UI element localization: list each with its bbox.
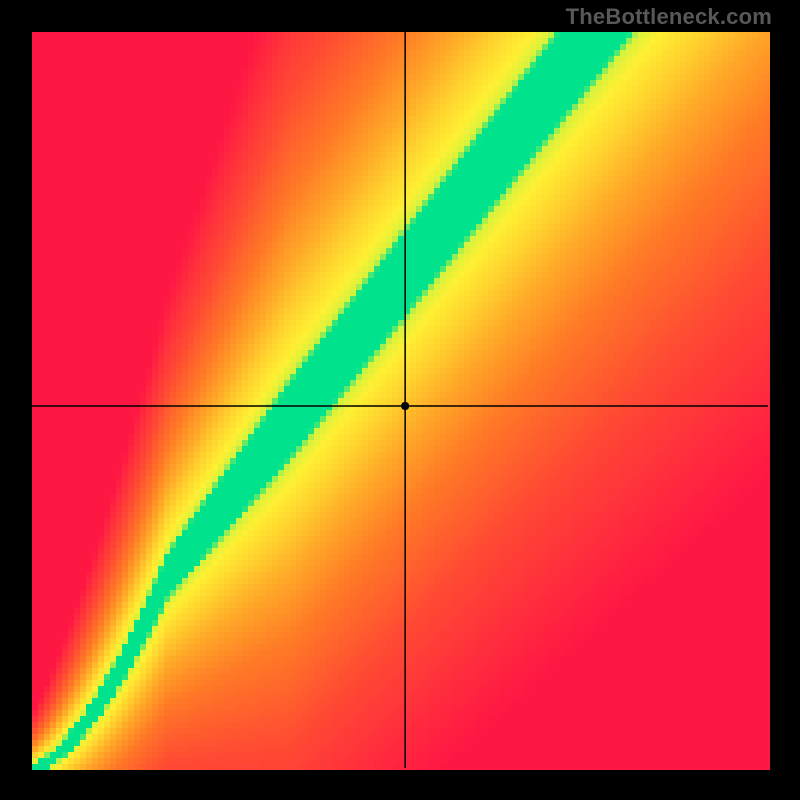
watermark-text: TheBottleneck.com [566, 4, 772, 30]
bottleneck-heatmap [0, 0, 800, 800]
